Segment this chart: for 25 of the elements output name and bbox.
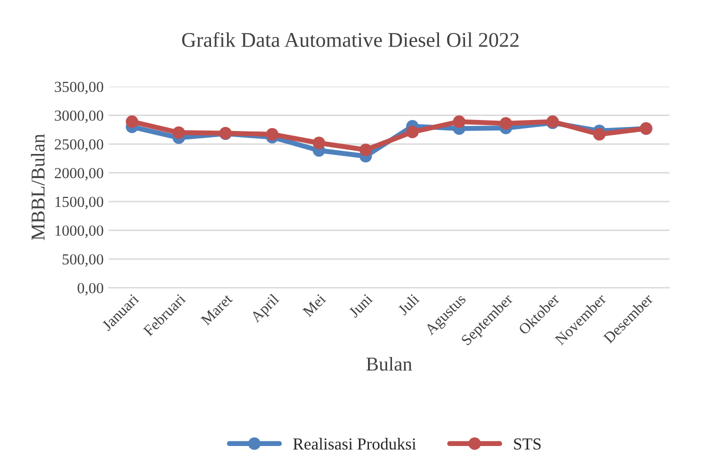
chart-title: Grafik Data Automative Diesel Oil 2022 bbox=[182, 32, 519, 48]
point bbox=[172, 126, 186, 139]
y-tick-label: 2000,00 bbox=[54, 168, 104, 180]
legend-label: STS bbox=[514, 438, 541, 450]
y-tick-label: 2500,00 bbox=[54, 139, 104, 152]
y-tick-label: 500,00 bbox=[62, 254, 104, 267]
x-axis-title: Bulan bbox=[366, 357, 412, 371]
point bbox=[126, 115, 138, 128]
y-tick-label: 1000,00 bbox=[55, 225, 104, 238]
point bbox=[359, 144, 372, 156]
x-tick-label: Mei bbox=[302, 293, 326, 318]
y-tick-label: 3000,00 bbox=[54, 110, 104, 123]
y-tick-label: 3500,00 bbox=[54, 82, 104, 94]
y-axis-title: MBBL/Bulan bbox=[30, 134, 45, 240]
point bbox=[500, 117, 512, 130]
point bbox=[593, 128, 606, 141]
x-tick-label: Juni bbox=[348, 293, 374, 318]
point bbox=[266, 128, 278, 141]
point bbox=[312, 136, 326, 150]
point bbox=[406, 126, 419, 138]
y-tick-label: 1500,00 bbox=[55, 196, 104, 210]
legend-label: Realisasi Produksi bbox=[293, 438, 416, 450]
point bbox=[452, 115, 466, 128]
y-tick-label: 0,00 bbox=[78, 282, 104, 296]
x-tick-label: Juli bbox=[397, 292, 420, 316]
